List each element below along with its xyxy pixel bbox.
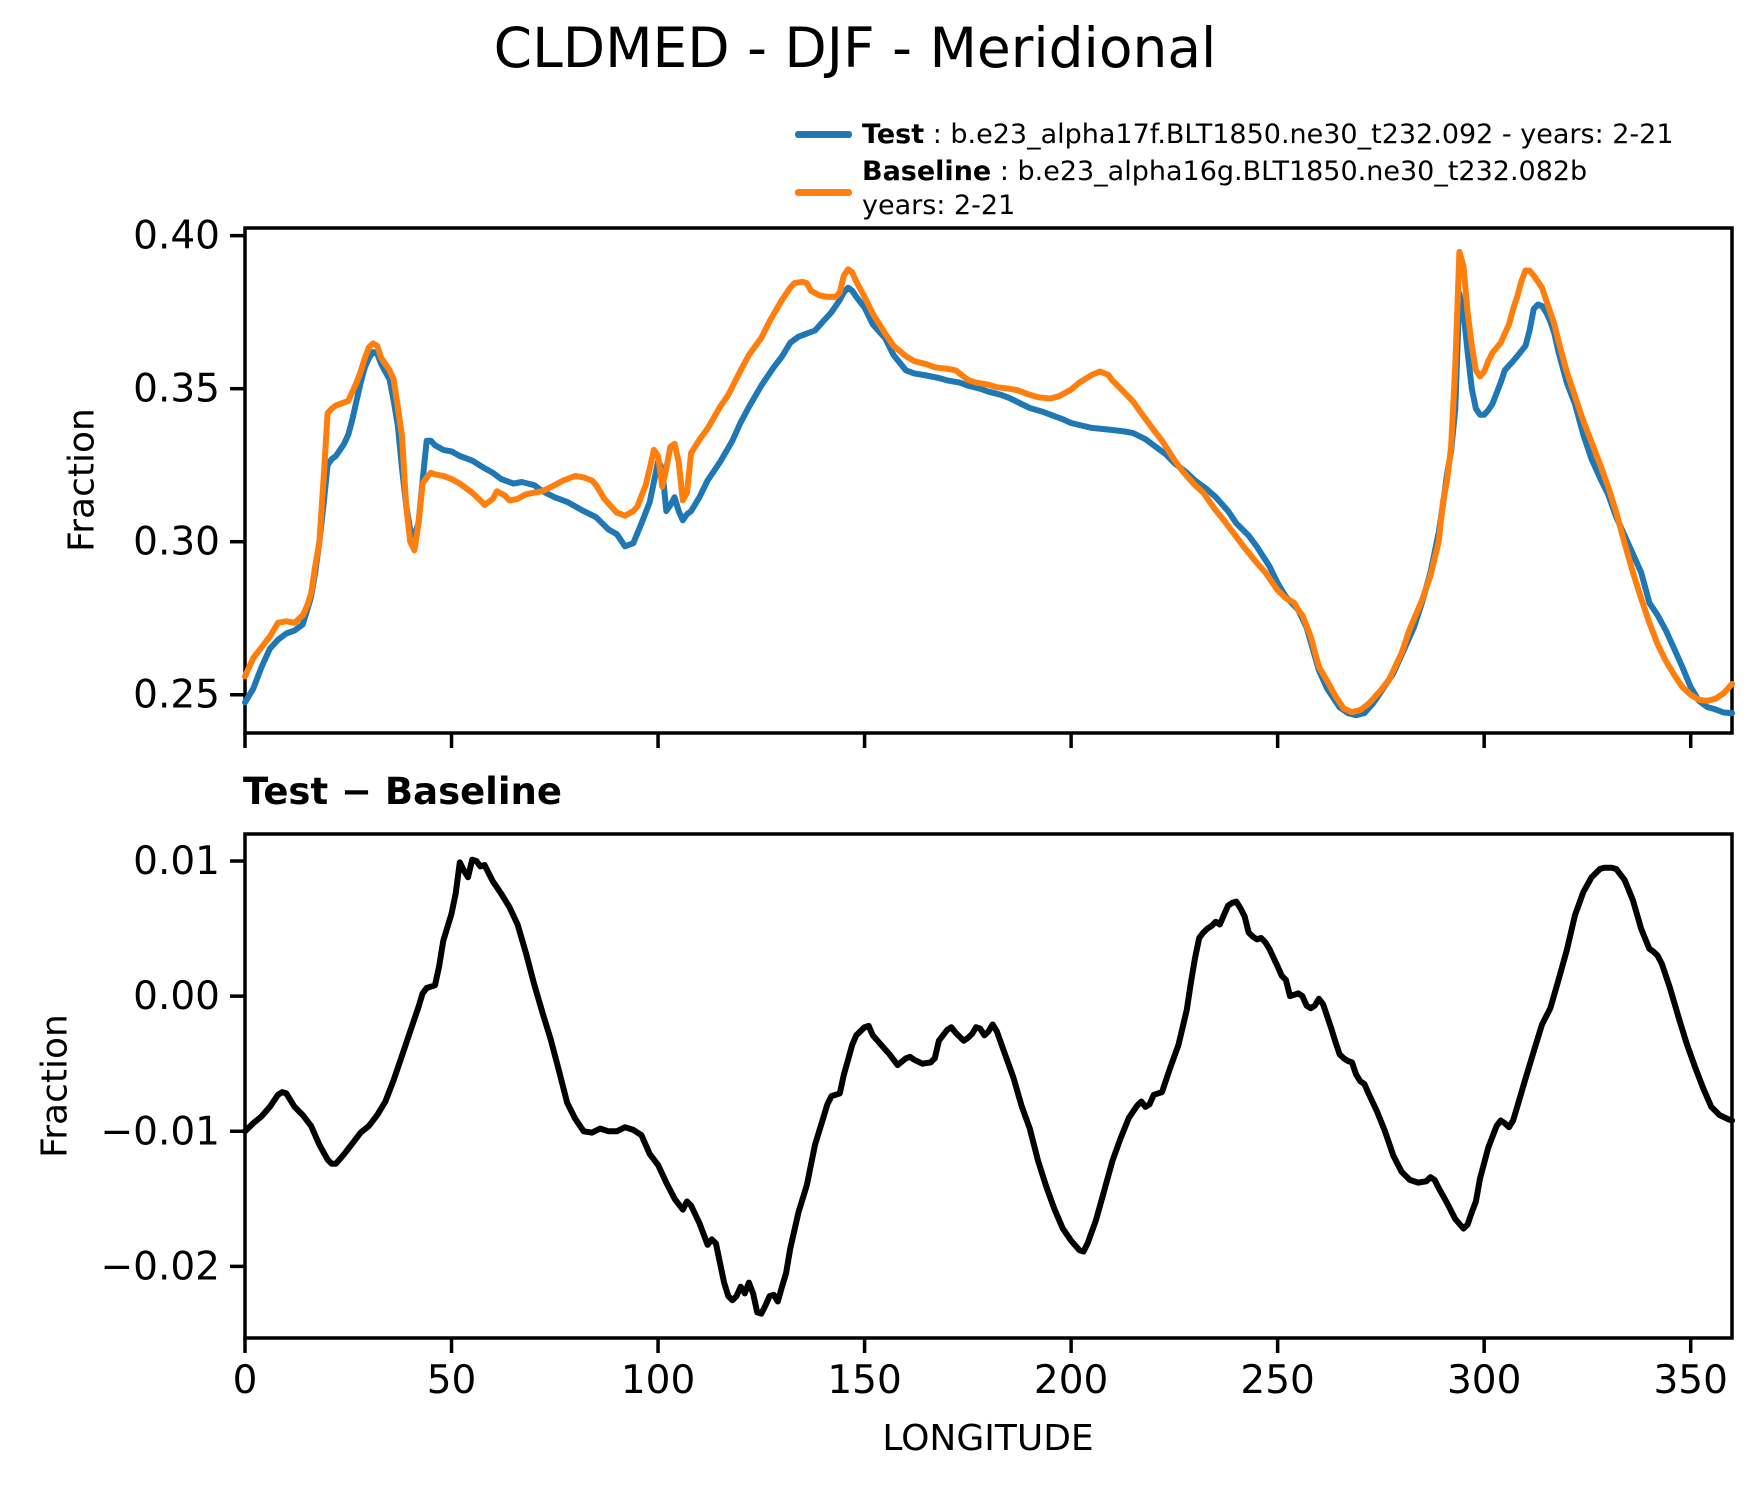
legend-test-entry: Test : b.e23_alpha17f.BLT1850.ne30_t232.… [862, 118, 1674, 152]
x-axis-label: LONGITUDE [882, 1418, 1094, 1459]
y-tick-label: −0.01 [100, 1109, 220, 1154]
legend-test-label: Test [862, 119, 925, 150]
y-tick-label: 0.00 [133, 974, 220, 1019]
y-tick-label: 0.40 [133, 214, 220, 259]
y-tick-label: 0.25 [133, 673, 220, 718]
legend-baseline-desc: : b.e23_alpha16g.BLT1850.ne30_t232.082b [991, 156, 1588, 187]
x-tick-label: 0 [233, 1358, 258, 1403]
legend-baseline-desc-line2: years: 2-21 [862, 190, 1016, 221]
x-tick-label: 100 [621, 1358, 695, 1403]
y-tick-label: −0.02 [100, 1244, 220, 1289]
test-line [242, 284, 1735, 719]
legend-baseline-entry: Baseline : b.e23_alpha16g.BLT1850.ne30_t… [862, 155, 1587, 223]
top-y-axis-label: Fraction [61, 408, 103, 552]
y-tick-label: 0.01 [133, 839, 220, 884]
legend-test-desc: : b.e23_alpha17f.BLT1850.ne30_t232.092 -… [924, 119, 1674, 150]
legend-baseline-label: Baseline [862, 156, 992, 187]
x-tick-label: 300 [1447, 1358, 1521, 1403]
x-tick-label: 150 [827, 1358, 901, 1403]
x-tick-label: 200 [1034, 1358, 1108, 1403]
x-tick-label: 250 [1240, 1358, 1314, 1403]
baseline-line [242, 248, 1735, 716]
test-minus-baseline-line [242, 856, 1735, 1317]
panel-1-spines [243, 832, 1734, 1340]
bottom-panel-heading: Test − Baseline [243, 770, 562, 813]
panel-0-spines [243, 226, 1734, 735]
chart-title: CLDMED - DJF - Meridional [493, 16, 1217, 80]
y-tick-label: 0.35 [133, 367, 220, 412]
y-tick-label: 0.30 [133, 520, 220, 565]
bottom-y-axis-label: Fraction [34, 1014, 76, 1158]
x-tick-label: 350 [1653, 1358, 1727, 1403]
legend-test-line-swatch [795, 131, 852, 138]
legend-baseline-line-swatch [795, 189, 852, 196]
x-tick-label: 50 [427, 1358, 477, 1403]
